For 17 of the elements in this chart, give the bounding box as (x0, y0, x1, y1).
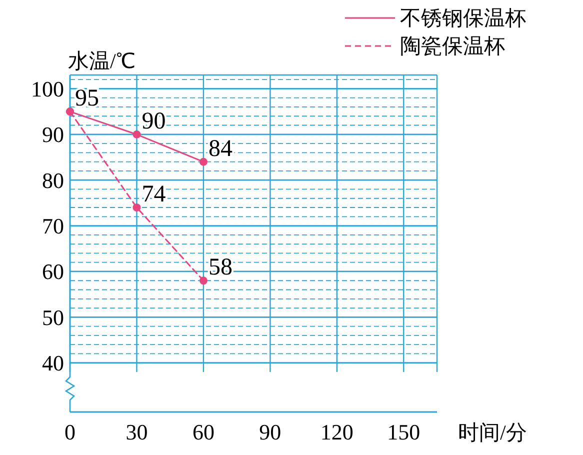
y-tick-label: 90 (42, 122, 64, 148)
x-tick-label: 0 (64, 420, 76, 445)
y-tick-label: 70 (42, 213, 64, 238)
x-tick-label: 90 (259, 420, 282, 445)
y-tick-label: 80 (42, 168, 64, 193)
legend-label: 不锈钢保温杯 (400, 6, 526, 30)
legend-label: 陶瓷保温杯 (400, 34, 505, 58)
x-tick-label: 60 (192, 420, 214, 445)
y-tick-label: 40 (42, 350, 64, 376)
x-tick-label: 120 (320, 420, 354, 445)
y-tick-label: 50 (42, 304, 64, 330)
x-tick-label: 150 (387, 420, 420, 445)
y-tick-label: 60 (42, 259, 64, 284)
x-axis-title: 时间/分 (458, 420, 527, 444)
x-tick-label: 30 (126, 420, 148, 445)
y-axis-title: 水温/℃ (68, 49, 135, 73)
y-tick-label: 100 (31, 76, 64, 102)
